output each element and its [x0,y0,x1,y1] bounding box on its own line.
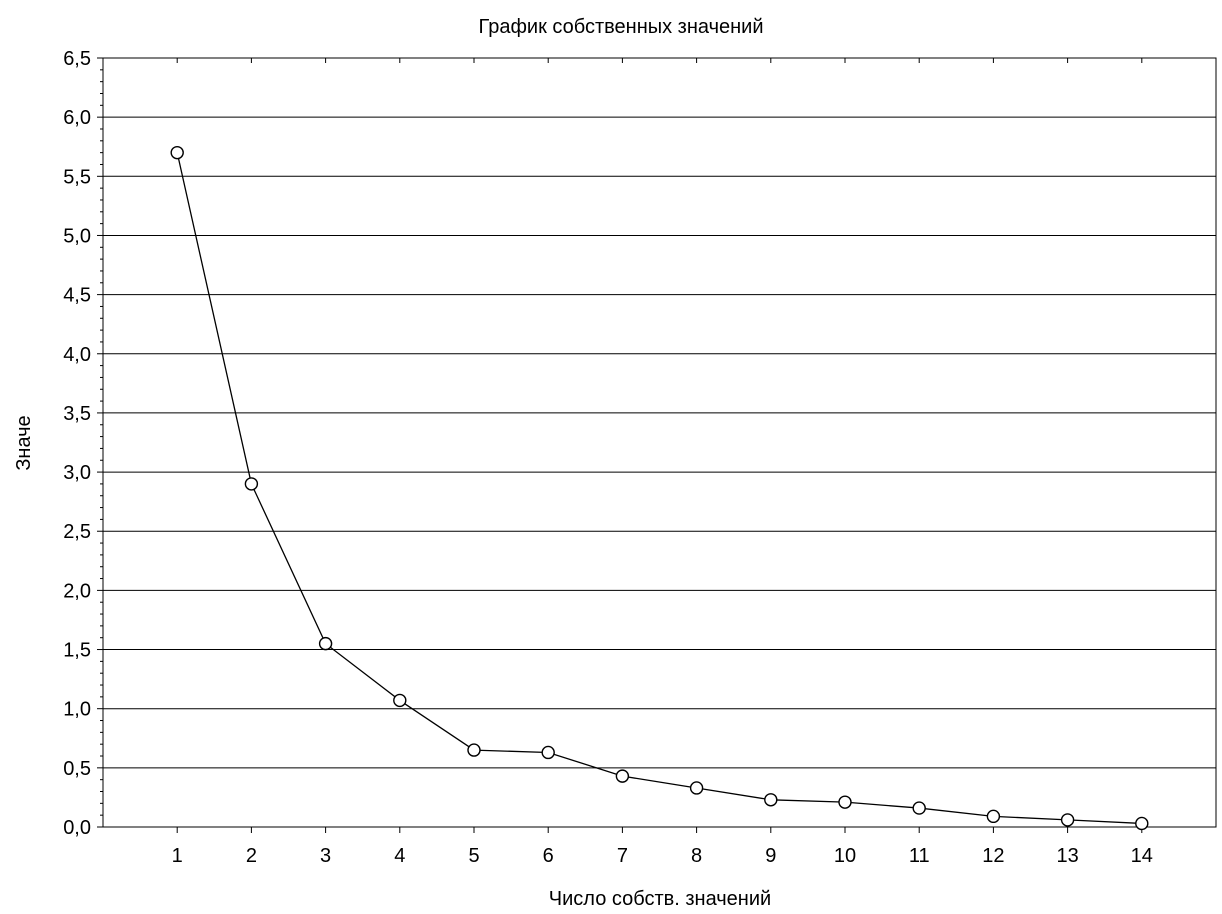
x-tick-label: 7 [617,845,628,867]
x-tick-label: 9 [765,845,776,867]
data-point [170,145,184,160]
x-tick-label: 2 [246,845,257,867]
y-tick-label: 2,0 [63,580,91,602]
data-point [615,769,630,783]
y-tick-label: 5,0 [63,225,91,247]
data-point [541,745,555,760]
data-point [986,809,1001,824]
chart-title: График собственных значений [479,16,764,38]
y-tick-label: 5,5 [63,166,91,188]
x-tick-label: 3 [320,845,331,867]
x-tick-label: 10 [834,845,856,867]
x-tick-label: 5 [468,845,479,867]
y-tick-labels: 0,0 0,5 1,0 1,5 2,0 2,5 3,0 3,5 4,0 4,5 5,0 5,5 6,0 6… [63,48,91,839]
y-tick-label: 4,0 [63,344,91,366]
axes [102,57,1217,828]
y-tick-label: 1,5 [63,640,91,662]
y-tick-label: 0,0 [63,817,91,839]
tick-marks [97,57,1143,833]
grid-lines [103,116,1216,769]
series-group [170,145,1149,831]
x-tick-label: 6 [543,845,554,867]
data-point [393,693,407,708]
y-tick-label: 6,5 [63,48,91,70]
series-line [176,152,1142,825]
y-tick-label: 3,0 [63,462,91,484]
x-tick-label: 8 [691,845,702,867]
y-tick-label: 6,0 [63,107,91,129]
x-tick-label: 14 [1131,845,1153,867]
data-point [467,743,481,757]
y-tick-label: 3,5 [63,403,91,425]
x-tick-label: 12 [982,845,1004,867]
x-tick-label: 1 [172,845,183,867]
data-point [244,477,259,491]
x-tick-label: 11 [909,845,930,867]
data-point [1135,816,1149,831]
x-tick-label: 13 [1056,845,1078,867]
x-tick-label: 4 [394,845,405,867]
y-axis-label: Значе [13,415,35,470]
y-tick-label: 0,5 [63,758,91,780]
data-point [912,801,926,815]
data-point [838,795,852,809]
data-point [764,793,778,807]
y-tick-label: 4,5 [63,285,91,307]
data-point [1060,813,1075,827]
y-tick-label: 2,5 [63,521,91,543]
data-point [318,636,333,651]
x-axis-label: Число собств. значений [549,888,771,910]
y-tick-label: 1,0 [63,699,91,721]
x-tick-labels: 1 2 3 4 5 6 7 8 9 10 11 12 13 14 [172,845,1153,867]
plot-frame [102,57,1217,828]
data-point [689,781,704,795]
